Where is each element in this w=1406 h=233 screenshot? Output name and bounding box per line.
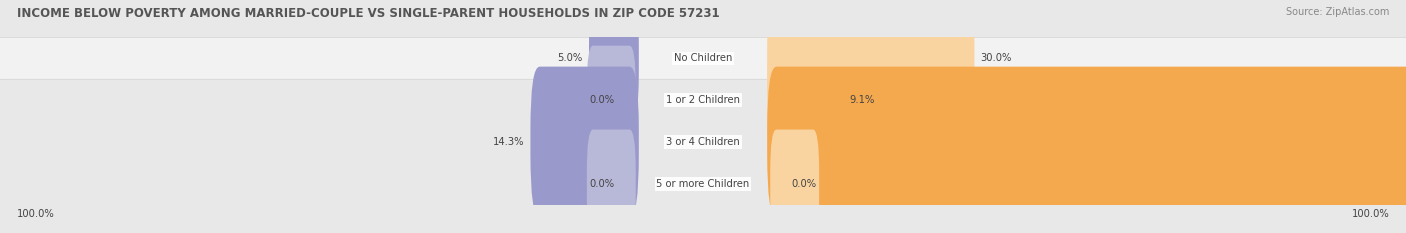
FancyBboxPatch shape <box>0 37 1406 233</box>
Text: 0.0%: 0.0% <box>589 95 614 105</box>
FancyBboxPatch shape <box>589 0 638 134</box>
Text: 100.0%: 100.0% <box>1351 209 1389 219</box>
Text: 5 or more Children: 5 or more Children <box>657 179 749 189</box>
Text: 0.0%: 0.0% <box>792 179 817 189</box>
Text: 1 or 2 Children: 1 or 2 Children <box>666 95 740 105</box>
Text: 9.1%: 9.1% <box>849 95 875 105</box>
Text: No Children: No Children <box>673 53 733 63</box>
FancyBboxPatch shape <box>768 67 1406 218</box>
Text: INCOME BELOW POVERTY AMONG MARRIED-COUPLE VS SINGLE-PARENT HOUSEHOLDS IN ZIP COD: INCOME BELOW POVERTY AMONG MARRIED-COUPL… <box>17 7 720 20</box>
FancyBboxPatch shape <box>0 79 1406 233</box>
Text: 100.0%: 100.0% <box>17 209 55 219</box>
FancyBboxPatch shape <box>586 46 636 155</box>
FancyBboxPatch shape <box>530 67 638 218</box>
Text: 30.0%: 30.0% <box>980 53 1012 63</box>
Text: 3 or 4 Children: 3 or 4 Children <box>666 137 740 147</box>
Text: 0.0%: 0.0% <box>589 179 614 189</box>
Text: 5.0%: 5.0% <box>558 53 583 63</box>
FancyBboxPatch shape <box>768 25 842 176</box>
Text: Source: ZipAtlas.com: Source: ZipAtlas.com <box>1285 7 1389 17</box>
FancyBboxPatch shape <box>0 0 1406 205</box>
Text: 14.3%: 14.3% <box>494 137 524 147</box>
FancyBboxPatch shape <box>768 0 974 134</box>
FancyBboxPatch shape <box>0 0 1406 163</box>
FancyBboxPatch shape <box>770 130 820 233</box>
FancyBboxPatch shape <box>586 130 636 233</box>
